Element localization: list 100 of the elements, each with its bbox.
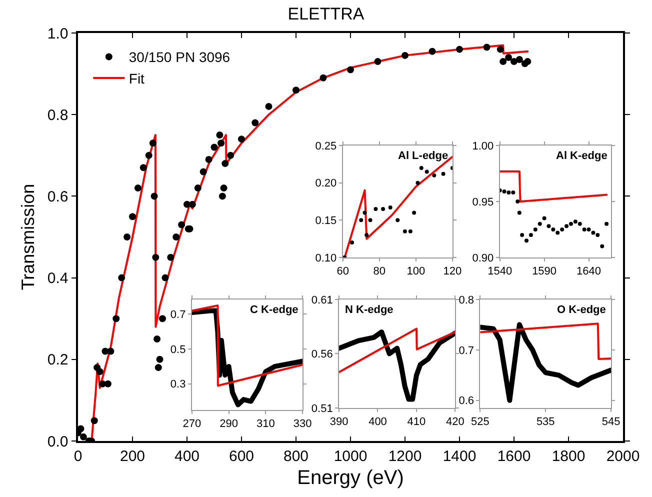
point [381, 206, 386, 211]
point [538, 222, 542, 226]
x-tick-label: 1400 [442, 448, 476, 465]
point [556, 230, 560, 235]
x-tick-label: 120 [443, 266, 462, 278]
line-series [339, 328, 456, 374]
x-tick-label: 535 [536, 416, 555, 428]
point [374, 206, 378, 211]
y-tick-label: 1.0 [47, 25, 68, 42]
x-tick-label: 60 [336, 266, 349, 278]
y-tick-label: 0.3 [170, 378, 186, 391]
y-tick-label: 0.8 [47, 106, 68, 124]
point [511, 190, 516, 195]
x-tick-label: 1540 [488, 266, 512, 278]
point [560, 227, 564, 232]
point [591, 230, 596, 235]
x-tick-label: 525 [471, 416, 490, 428]
chart-title: Al L-edge [398, 150, 448, 162]
point [582, 227, 586, 232]
y-tick-label: 0.4 [47, 270, 68, 288]
y-tick-label: 0.90 [472, 252, 494, 264]
y-tick-label: 0.20 [315, 178, 337, 190]
legend-label: Fit [128, 70, 145, 86]
y-tick-label: 0.2 [47, 352, 68, 369]
legend-label: 30/150 PN 3096 [128, 49, 230, 66]
chart-title: Al K-edge [556, 150, 608, 162]
point [604, 222, 609, 226]
chart-title: C K-edge [250, 304, 298, 316]
point [586, 227, 591, 232]
y-tick-label: 0.7 [458, 344, 474, 357]
y-tick-label: 0.15 [315, 214, 337, 227]
point [502, 189, 506, 194]
y-tick-label: 0.7 [170, 309, 186, 322]
x-axis-title: Energy (eV) [297, 466, 404, 489]
point [441, 172, 446, 176]
x-tick-label: 2000 [606, 448, 640, 465]
x-tick-label: 290 [220, 418, 238, 430]
x-tick-label: 1600 [497, 448, 531, 465]
point [408, 229, 412, 234]
point [506, 190, 511, 195]
point [517, 210, 522, 215]
point [516, 200, 520, 204]
point [388, 205, 392, 210]
point [396, 218, 400, 222]
x-tick-label: 270 [182, 418, 202, 430]
point [402, 229, 407, 234]
point [564, 224, 569, 228]
point [424, 170, 429, 174]
x-tick-label: 390 [330, 416, 348, 428]
point [546, 224, 551, 228]
x-tick-label: 1800 [552, 448, 586, 465]
point [432, 173, 436, 178]
point [412, 210, 416, 215]
x-tick-label: 330 [293, 418, 312, 430]
y-tick-label: 0.51 [311, 402, 333, 415]
y-tick-label: 0.5 [170, 344, 186, 356]
point [528, 233, 533, 238]
x-tick-label: 410 [407, 416, 426, 428]
y-tick-label: 1.00 [472, 140, 494, 152]
x-tick-label: 800 [283, 448, 309, 465]
x-tick-label: 400 [174, 448, 200, 465]
point [416, 180, 420, 185]
point [368, 218, 372, 222]
point [600, 244, 604, 248]
point [419, 166, 424, 170]
y-tick-label: 0.56 [311, 348, 333, 361]
point [520, 233, 524, 238]
chart-title: ELETTRA [288, 4, 365, 24]
line-series [480, 322, 612, 360]
point [359, 218, 364, 222]
y-tick-label: 0.0 [47, 433, 68, 450]
point [551, 227, 556, 232]
y-tick-label: 0.61 [311, 294, 333, 306]
point [524, 238, 529, 243]
point [350, 240, 354, 244]
x-tick-label: 1200 [388, 448, 422, 465]
x-tick-label: 310 [256, 418, 275, 430]
point [578, 222, 582, 226]
x-tick-label: 200 [120, 448, 146, 465]
x-tick-label: 1640 [576, 266, 602, 278]
point [573, 220, 578, 224]
y-tick-label: 0.6 [47, 188, 68, 206]
point [362, 210, 367, 215]
y-tick-label: 0.25 [315, 140, 337, 152]
chart-title: N K-edge [345, 304, 394, 316]
x-tick-label: 1000 [334, 448, 368, 465]
x-tick-label: 400 [368, 416, 387, 428]
x-tick-label: 420 [446, 416, 464, 428]
y-tick-label: 0.10 [315, 252, 337, 264]
y-tick-label: 0.8 [458, 294, 474, 306]
x-tick-label: 0 [74, 448, 82, 465]
y-tick-label: 0.6 [458, 395, 474, 408]
x-tick-label: 545 [602, 416, 620, 428]
point [568, 222, 573, 226]
point [596, 233, 600, 238]
x-tick-label: 80 [373, 266, 386, 278]
x-tick-label: 100 [406, 266, 426, 278]
chart-title: O K-edge [557, 304, 606, 316]
y-tick-label: 0.95 [472, 196, 494, 208]
point [542, 216, 546, 220]
